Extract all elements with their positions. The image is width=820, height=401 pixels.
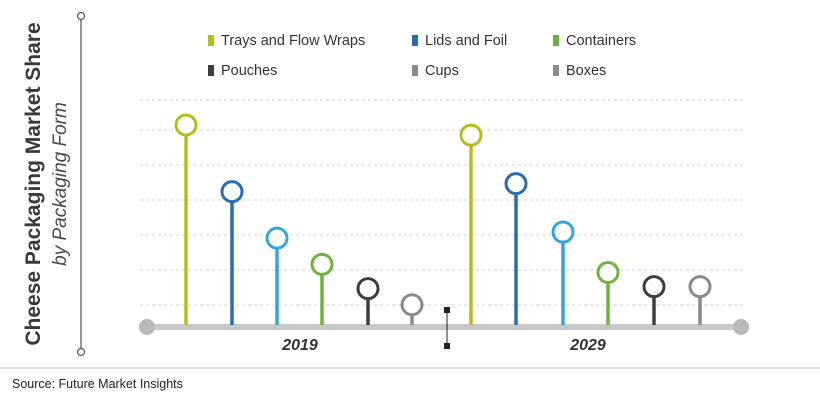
lollipop-head	[642, 275, 666, 299]
title-group: Cheese Packaging Market Share by Packagin…	[22, 11, 86, 357]
x-axis: 2019 2029	[139, 307, 749, 354]
lollipop-marks	[174, 113, 712, 325]
x-tick-label: 2019	[281, 337, 318, 354]
lollipop-group	[174, 113, 424, 325]
title-rule-top-dot	[76, 11, 86, 21]
legend-label: Pouches	[221, 63, 277, 79]
lollipop-head	[551, 220, 575, 244]
x-axis-right-cap	[733, 319, 749, 335]
legend: Trays and Flow Wraps Lids and Foil Contain…	[208, 33, 636, 79]
legend-swatch	[553, 35, 559, 46]
lollipop-head	[688, 275, 712, 299]
legend-swatch	[412, 35, 418, 46]
legend-swatch	[208, 35, 214, 46]
lollipop-head	[174, 113, 198, 137]
lollipop-head	[265, 226, 289, 250]
lollipop-head	[459, 123, 483, 147]
legend-label: Boxes	[566, 63, 606, 79]
x-axis-left-cap	[139, 319, 155, 335]
legend-item: Cups	[412, 63, 459, 79]
legend-label: Lids and Foil	[425, 33, 507, 49]
legend-item: Trays and Flow Wraps	[208, 33, 365, 49]
legend-item: Lids and Foil	[412, 33, 507, 49]
legend-swatch	[412, 65, 418, 76]
lollipop-head	[504, 172, 528, 196]
lollipop-head	[400, 293, 424, 317]
title-rule-bottom-dot	[76, 347, 86, 357]
lollipop-group	[459, 123, 712, 325]
lollipop-head	[356, 277, 380, 301]
x-tick-label: 2029	[569, 337, 606, 354]
lollipop-head	[596, 260, 620, 284]
footer: Source: Future Market Insights	[0, 367, 820, 391]
gridlines	[140, 99, 745, 306]
lollipop-head	[310, 252, 334, 276]
legend-item: Boxes	[553, 63, 606, 79]
chart-title: Cheese Packaging Market Share	[22, 22, 45, 345]
legend-label: Containers	[566, 33, 636, 49]
legend-label: Cups	[425, 63, 459, 79]
legend-swatch	[553, 65, 559, 76]
legend-swatch	[208, 65, 214, 76]
legend-label: Trays and Flow Wraps	[221, 33, 365, 49]
chart-subtitle: by Packaging Form	[50, 102, 71, 266]
legend-item: Pouches	[208, 63, 277, 79]
group-separator-top	[444, 307, 450, 313]
legend-item: Containers	[553, 33, 636, 49]
lollipop-head	[220, 180, 244, 204]
source-note: Source: Future Market Insights	[12, 377, 183, 391]
group-separator-bottom	[444, 343, 450, 349]
